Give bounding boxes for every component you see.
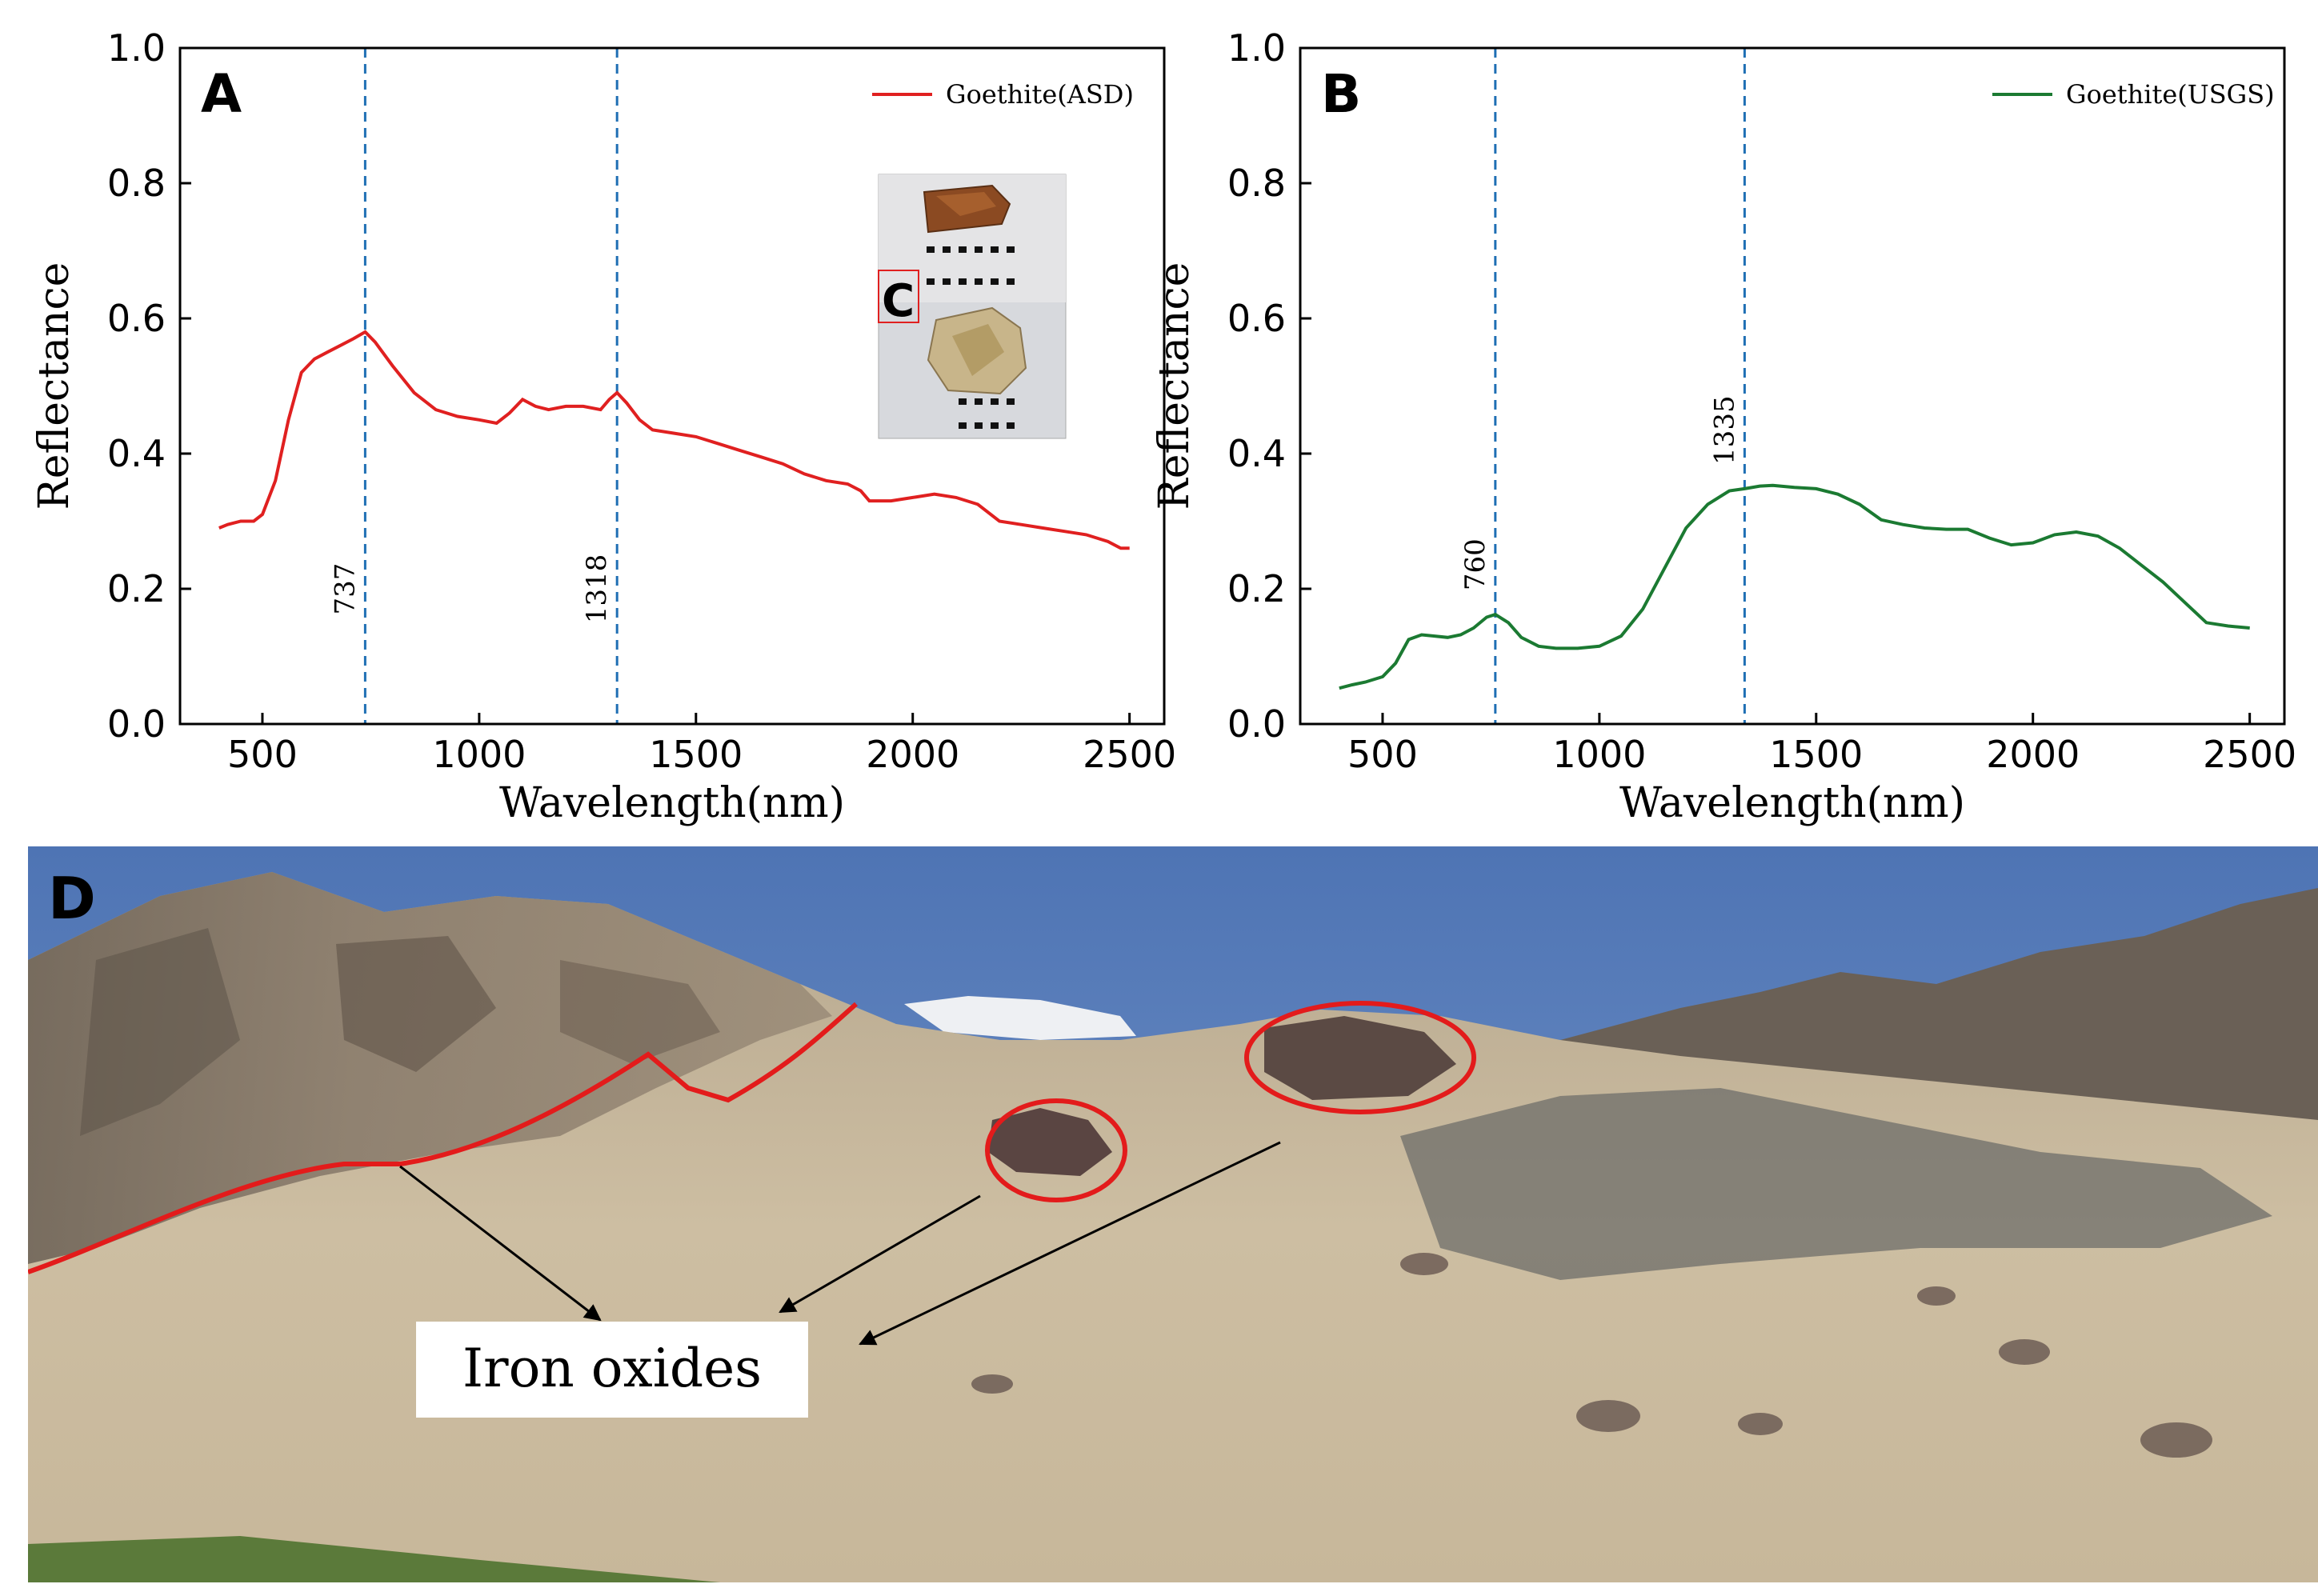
chart-a-ylabel: Reflectance — [30, 262, 78, 510]
chart-a-xlabel: Wavelength(nm) — [499, 779, 845, 827]
a-xtick-label: 2500 — [1083, 733, 1176, 776]
a-xtick-label: 1000 — [432, 733, 526, 776]
chart-a-panel-label: A — [201, 63, 242, 125]
chart-b-xlabel: Wavelength(nm) — [1619, 779, 1965, 827]
chart-a-legend-label: Goethite(ASD) — [946, 79, 1134, 110]
outcrop-photo: Iron oxides D — [28, 846, 2318, 1582]
rock-ridge — [28, 872, 832, 1264]
b-reference-label-760: 760 — [1459, 538, 1491, 590]
a-ytick-label: 0.8 — [107, 162, 166, 205]
chart-b-ylabel: Reflectance — [1151, 262, 1199, 510]
b-xtick-label: 2000 — [1986, 733, 2080, 776]
b-reference-label-1335: 1335 — [1708, 395, 1740, 465]
contact-boundary-line — [28, 1002, 858, 1274]
chart-b-series-line — [1339, 483, 2250, 690]
b-xtick-label: 1500 — [1769, 733, 1863, 776]
a-ytick-label: 1.0 — [107, 26, 166, 70]
chart-a: 737 1318 500 1000 1500 2000 2500 0.0 0.2 0.4 0.6… — [30, 26, 1176, 827]
a-xtick-label: 2000 — [866, 733, 959, 776]
grass — [28, 1536, 720, 1582]
sample-photo-inset: C — [878, 174, 1067, 439]
photo-panel-label: D — [48, 865, 96, 932]
a-xtick-label: 1500 — [649, 733, 743, 776]
b-ytick-label: 0.8 — [1227, 162, 1286, 205]
chart-a-series-line — [218, 330, 1130, 550]
b-xtick-label: 500 — [1347, 733, 1418, 776]
a-xtick-label: 500 — [227, 733, 298, 776]
annotation-box — [416, 1322, 808, 1418]
b-ytick-label: 0.2 — [1227, 567, 1286, 610]
a-reference-label-1318: 1318 — [581, 554, 613, 624]
chart-b-legend: Goethite(USGS) — [1992, 79, 2275, 110]
a-ytick-label: 0.2 — [107, 567, 166, 610]
outcrop-circle-2 — [1244, 1001, 1476, 1114]
inset-label-c: C — [882, 275, 915, 327]
chart-b-panel-label: B — [1321, 63, 1361, 125]
b-ytick-label: 0.6 — [1227, 297, 1286, 340]
arrow-2 — [779, 1194, 981, 1314]
annotation-label: Iron oxides — [462, 1338, 762, 1399]
gray-scree — [1400, 1088, 2272, 1280]
chart-b: 760 1335 500 1000 1500 2000 2500 0.0 0.2 0.4 0.6… — [1151, 26, 2296, 827]
chart-b-legend-label: Goethite(USGS) — [2066, 79, 2275, 110]
outcrop-circle-1 — [985, 1098, 1127, 1202]
chart-b-plot-frame — [1299, 46, 2286, 726]
arrow-1 — [399, 1165, 602, 1322]
a-ytick-label: 0.6 — [107, 297, 166, 340]
snow-patch — [904, 996, 1136, 1040]
arrow-3 — [859, 1141, 1281, 1346]
b-xtick-label: 2500 — [2203, 733, 2296, 776]
b-ytick-label: 1.0 — [1227, 26, 1286, 70]
chart-a-plot-frame — [178, 46, 1166, 726]
b-xtick-label: 1000 — [1552, 733, 1646, 776]
b-ytick-label: 0.0 — [1227, 702, 1286, 746]
b-ytick-label: 0.4 — [1227, 432, 1286, 475]
a-ytick-label: 0.0 — [107, 702, 166, 746]
a-ytick-label: 0.4 — [107, 432, 166, 475]
chart-a-legend: Goethite(ASD) — [872, 79, 1134, 110]
a-reference-label-737: 737 — [329, 563, 361, 615]
